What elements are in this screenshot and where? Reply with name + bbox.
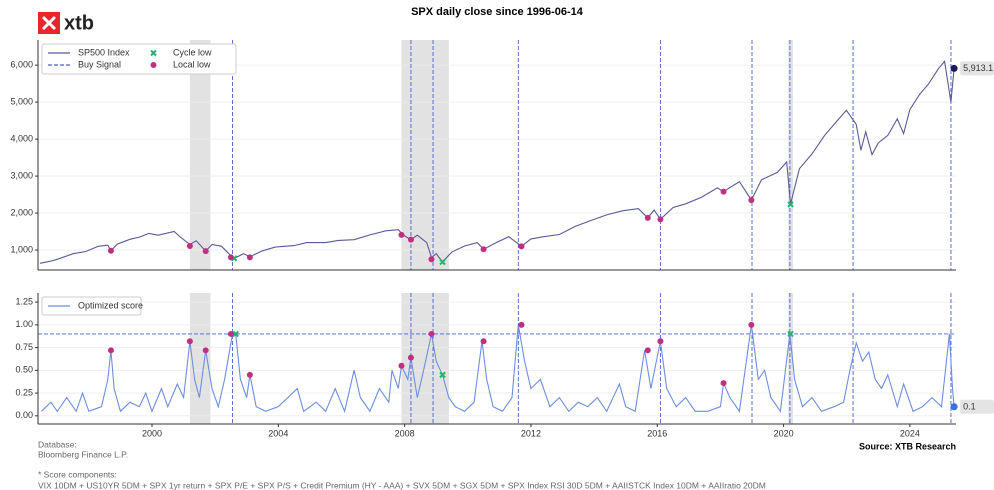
last-label-bg [960, 61, 994, 76]
local-low [202, 248, 209, 255]
shaded-span [788, 293, 794, 424]
y-tick-label: 0.75 [15, 342, 33, 352]
local-low [246, 254, 253, 261]
legend-box [41, 43, 237, 75]
x-tick-label: 2020 [774, 428, 794, 438]
y-tick-label: 0.00 [15, 410, 33, 420]
components: VIX 10DM + US10YR 5DM + SPX 1yr return +… [38, 480, 766, 490]
local-low [407, 354, 414, 361]
last-label: 5,913.1 [963, 63, 993, 73]
y-tick-label: 6,000 [10, 60, 33, 70]
last-label: 0.1 [963, 402, 976, 412]
local-low [428, 256, 435, 263]
local-low [107, 347, 114, 354]
local-low [186, 242, 193, 249]
series-line [41, 324, 955, 414]
x-tick-label: 2000 [142, 428, 162, 438]
local-low [644, 214, 651, 221]
series-line [39, 60, 955, 264]
y-tick-label: 0.25 [15, 387, 33, 397]
x-tick-label: 2024 [900, 428, 920, 438]
y-tick-label: 3,000 [10, 170, 33, 180]
shaded-span [401, 40, 449, 270]
cycle-low [787, 201, 794, 208]
x-tick-label: 2016 [647, 428, 667, 438]
shaded-span [189, 40, 211, 270]
last-point [950, 64, 958, 72]
cycle-low [232, 330, 239, 338]
local-low [107, 247, 114, 254]
logo-text: xtb [64, 12, 94, 34]
local-low [644, 347, 651, 354]
legend-box [41, 296, 142, 316]
source: Source: XTB Research [859, 441, 956, 451]
local-low [186, 338, 193, 345]
legend-label: Optimized score [78, 300, 143, 310]
legend-label: Cycle low [173, 47, 212, 57]
local-low [246, 371, 253, 378]
database: Bloomberg Finance L.P. [38, 449, 128, 459]
local-low [748, 321, 755, 328]
local-low [480, 246, 487, 253]
local-low [407, 236, 414, 243]
chart-title: SPX daily close since 1996-06-14 [411, 6, 584, 18]
database-label: Database: [38, 439, 77, 449]
local-low [227, 254, 234, 261]
local-low [518, 321, 525, 328]
legend-label: SP500 Index [78, 47, 130, 57]
local-low [720, 188, 727, 195]
local-low [748, 197, 755, 204]
y-tick-label: 0.50 [15, 365, 33, 375]
local-low [428, 330, 435, 337]
local-low [720, 380, 727, 387]
x-tick-label: 2012 [521, 428, 541, 438]
local-low [398, 362, 405, 369]
last-label-bg [960, 399, 994, 414]
shaded-span [189, 293, 211, 424]
last-point [950, 403, 958, 411]
y-tick-label: 4,000 [10, 133, 33, 143]
legend-swatch [150, 62, 157, 68]
logo-icon [41, 15, 57, 31]
shaded-span [788, 40, 794, 270]
y-tick-label: 1.00 [15, 319, 33, 329]
legend-label: Buy Signal [78, 59, 121, 69]
components-label: * Score components: [38, 469, 117, 479]
local-low [480, 338, 487, 345]
y-tick-label: 1,000 [10, 244, 33, 254]
y-tick-label: 5,000 [10, 96, 33, 106]
local-low [202, 347, 209, 354]
local-low [657, 216, 664, 223]
y-tick-label: 1.25 [15, 296, 33, 306]
cycle-low [439, 258, 446, 266]
cycle-low [787, 330, 794, 338]
local-low [227, 330, 234, 337]
local-low [398, 231, 405, 238]
local-low [518, 243, 525, 250]
cycle-low [439, 371, 446, 379]
x-tick-label: 2004 [268, 428, 288, 438]
x-tick-label: 2008 [395, 428, 415, 438]
y-tick-label: 2,000 [10, 207, 33, 217]
legend-swatch [150, 49, 157, 57]
legend-label: Local low [173, 59, 211, 69]
local-low [657, 338, 664, 345]
